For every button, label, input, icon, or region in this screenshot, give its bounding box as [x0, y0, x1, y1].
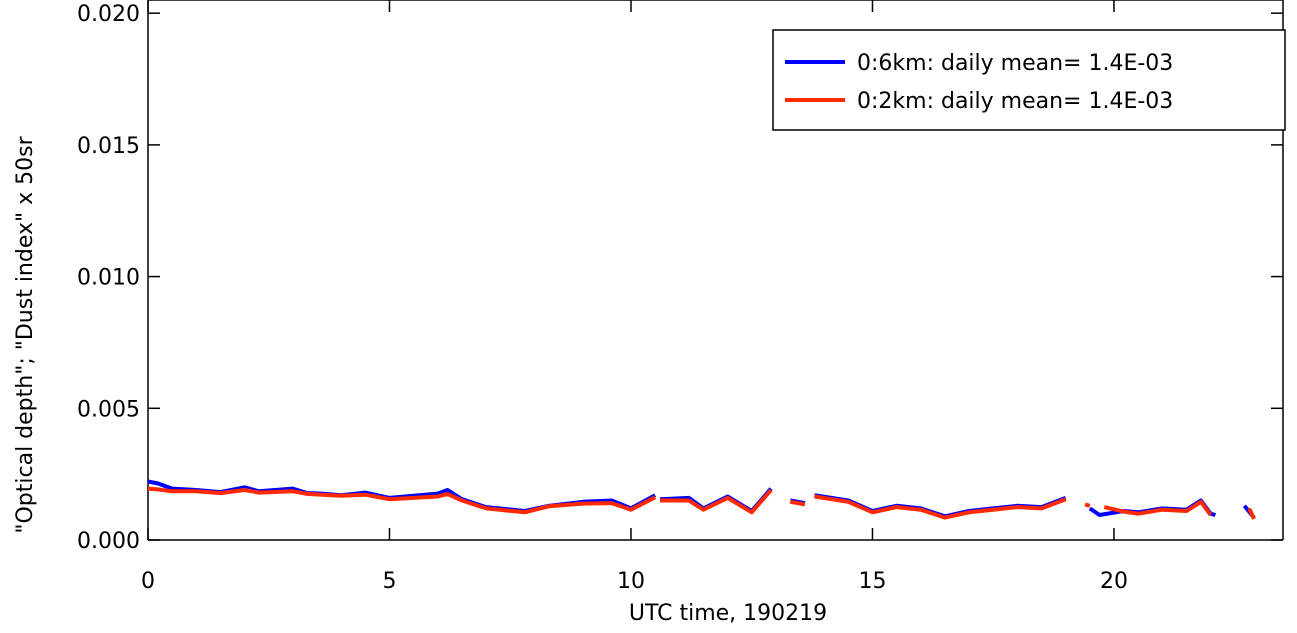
series-line	[790, 499, 806, 507]
series-0-2km	[147, 486, 1256, 520]
series-line	[660, 488, 773, 515]
x-tick-label: 10	[617, 569, 645, 594]
series-line	[147, 486, 657, 515]
series-group	[147, 479, 1256, 520]
y-tick-label: 0.020	[77, 2, 140, 27]
series-line	[1247, 507, 1256, 520]
series-line	[1103, 499, 1213, 517]
y-axis-label: "Optical depth"; "Dust index" x 50sr	[13, 135, 38, 533]
legend-entry: 0:2km: daily mean= 1.4E-03	[857, 89, 1173, 114]
y-tick-label: 0.000	[77, 529, 140, 554]
x-axis-label: UTC time, 190219	[629, 601, 827, 626]
y-tick-label: 0.015	[77, 134, 140, 159]
y-tick-label: 0.010	[77, 266, 140, 291]
x-tick-label: 0	[141, 569, 155, 594]
legend: 0:6km: daily mean= 1.4E-03 0:2km: daily m…	[772, 29, 1286, 131]
legend-entry: 0:6km: daily mean= 1.4E-03	[857, 51, 1173, 76]
x-tick-label: 5	[382, 569, 396, 594]
y-tick-label: 0.005	[77, 397, 140, 422]
legend-box	[772, 29, 1286, 131]
x-tick-label: 20	[1100, 569, 1128, 594]
series-line	[1084, 502, 1091, 508]
series-line	[814, 494, 1067, 520]
x-tick-label: 15	[858, 569, 886, 594]
